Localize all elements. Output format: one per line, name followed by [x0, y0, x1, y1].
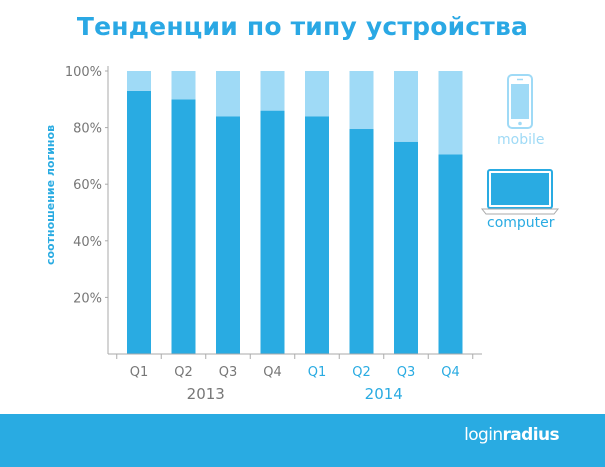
- year-label: 2013: [187, 385, 225, 403]
- bar-computer: [349, 129, 374, 354]
- brand-logo-part2: radius: [502, 425, 560, 445]
- y-tick-labels: 20% 40% 60% 80% 100%: [65, 65, 102, 306]
- laptop-icon: [480, 169, 560, 215]
- bar-mobile: [260, 71, 285, 111]
- x-tick-label: Q4: [263, 365, 282, 380]
- year-labels: 2013 2014: [187, 385, 403, 403]
- device-trend-chart: соотношение логинов 20%40%60%80%100% Q1 Q…: [44, 65, 560, 403]
- bar-mobile: [349, 71, 374, 130]
- y-axis-label-group: соотношение логинов: [44, 125, 57, 265]
- bar-computer: [216, 116, 240, 354]
- x-tick-label: Q2: [352, 365, 371, 380]
- bar-computer: [438, 154, 463, 354]
- bar-mobile: [127, 71, 151, 91]
- bar-mobile: [305, 71, 329, 117]
- bar-computer: [394, 141, 418, 354]
- legend-mobile-label: mobile: [497, 132, 545, 148]
- bar-computer: [171, 99, 196, 354]
- bar-mobile: [171, 71, 196, 100]
- bars: [127, 71, 463, 355]
- x-tick-label: Q1: [308, 365, 327, 380]
- x-tick-label: Q4: [441, 365, 460, 380]
- phone-icon: [507, 74, 533, 129]
- page-title: Тенденции по типу устройства: [76, 12, 529, 41]
- x-tick-labels: Q1 Q2 Q3 Q4 Q1 Q2 Q3 Q4: [130, 365, 460, 380]
- y-tick-label: 60%: [73, 178, 102, 193]
- y-tick-label: 40%: [73, 235, 102, 250]
- x-tick-label: Q3: [397, 365, 416, 380]
- y-axis-label: соотношение логинов: [44, 125, 57, 265]
- bar-computer: [260, 110, 285, 355]
- bar-computer: [127, 90, 151, 354]
- axes: [105, 66, 482, 359]
- bar-mobile: [394, 71, 418, 142]
- y-tick-label: 100%: [65, 65, 102, 80]
- x-tick-label: Q2: [174, 365, 193, 380]
- year-label: 2014: [365, 385, 403, 403]
- bar-mobile: [438, 71, 463, 155]
- legend-computer-label: computer: [487, 215, 555, 231]
- y-tick-label: 20%: [73, 291, 102, 306]
- brand-logo-part1: login: [464, 425, 503, 445]
- bar-mobile: [216, 71, 240, 117]
- x-tick-label: Q3: [219, 365, 238, 380]
- y-tick-label: 80%: [73, 122, 102, 137]
- x-tick-label: Q1: [130, 365, 149, 380]
- bar-computer: [305, 116, 329, 354]
- footer-bar: loginradius: [0, 414, 605, 467]
- brand-logo: loginradius: [464, 425, 560, 445]
